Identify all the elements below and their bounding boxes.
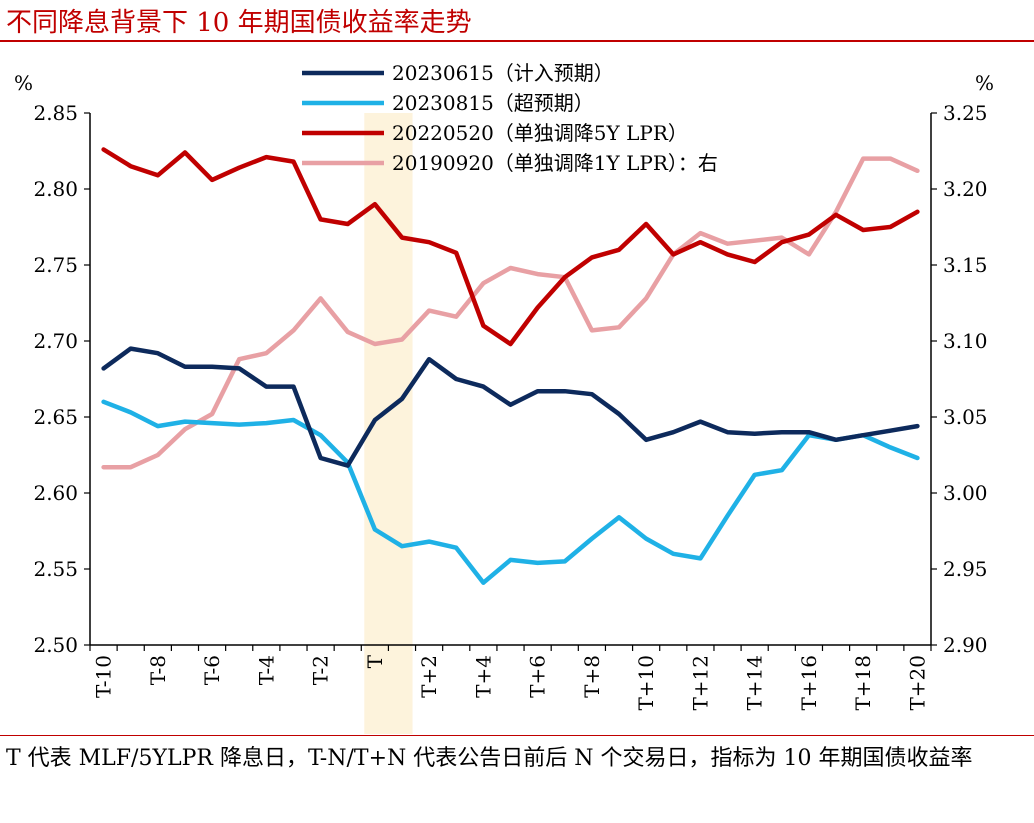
left-tick-label: 2.55 [33, 557, 78, 581]
right-tick-label: 3.20 [943, 177, 988, 201]
legend-label: 20220520（单独调降5Y LPR） [392, 121, 688, 145]
series-line [101, 346, 920, 468]
right-tick-label: 3.10 [943, 329, 988, 353]
x-tick-label: T+14 [743, 655, 767, 711]
x-tick-label: T-6 [200, 655, 224, 685]
title-divider [0, 40, 1034, 42]
right-unit-label: % [975, 71, 994, 95]
right-tick-label: 3.25 [943, 101, 988, 125]
series-line [101, 156, 920, 470]
chart-footnote: T 代表 MLF/5YLPR 降息日，T-N/T+N 代表公告日前后 N 个交易… [6, 746, 973, 771]
x-tick-label: T+2 [417, 655, 441, 698]
left-tick-label: 2.85 [33, 101, 78, 125]
x-tick-label: T+20 [905, 655, 929, 711]
right-tick-label: 3.05 [943, 405, 988, 429]
x-tick-label: T+18 [851, 655, 875, 711]
right-tick-label: 3.15 [943, 253, 988, 277]
left-tick-label: 2.65 [33, 405, 78, 429]
legend: 20230615（计入预期） 20230815（超预期） 20220520（单独调降… [302, 61, 718, 175]
x-tick-label: T+4 [471, 655, 495, 698]
left-tick-label: 2.75 [33, 253, 78, 277]
left-tick-label: 2.60 [33, 481, 78, 505]
footer-divider [0, 735, 1034, 736]
right-tick-label: 3.00 [943, 481, 988, 505]
right-tick-label: 2.95 [943, 557, 988, 581]
legend-label: 20230615（计入预期） [392, 61, 614, 85]
x-tick-label: T-2 [309, 655, 333, 685]
line-chart: % % 2.50 2.55 2.60 2.65 2.70 2.75 2.80 2.85 2.90 2.… [14, 61, 994, 734]
left-tick-label: 2.80 [33, 177, 78, 201]
legend-label: 20230815（超预期） [392, 91, 594, 115]
series-line [101, 147, 920, 347]
x-tick-label: T-4 [254, 655, 278, 685]
left-unit-label: % [14, 71, 33, 95]
x-tick-label: T [363, 654, 387, 668]
left-tick-label: 2.50 [33, 633, 78, 657]
left-tick-label: 2.70 [33, 329, 78, 353]
series-line [101, 399, 920, 585]
x-tick-label: T+10 [634, 655, 658, 711]
x-tick-label: T-10 [92, 655, 116, 698]
x-tick-label: T+16 [797, 655, 821, 711]
legend-label: 20190920（单独调降1Y LPR）：右 [392, 151, 718, 175]
x-tick-label: T+8 [580, 655, 604, 698]
x-tick-label: T+12 [688, 655, 712, 711]
series-lines [101, 147, 920, 585]
chart-title: 不同降息背景下 10 年期国债收益率走势 [6, 8, 472, 38]
axes: % % 2.50 2.55 2.60 2.65 2.70 2.75 2.80 2.85 2.90 2.… [14, 71, 994, 711]
x-tick-label: T-8 [146, 655, 170, 685]
x-tick-label: T+6 [526, 655, 550, 698]
right-tick-label: 2.90 [943, 633, 988, 657]
